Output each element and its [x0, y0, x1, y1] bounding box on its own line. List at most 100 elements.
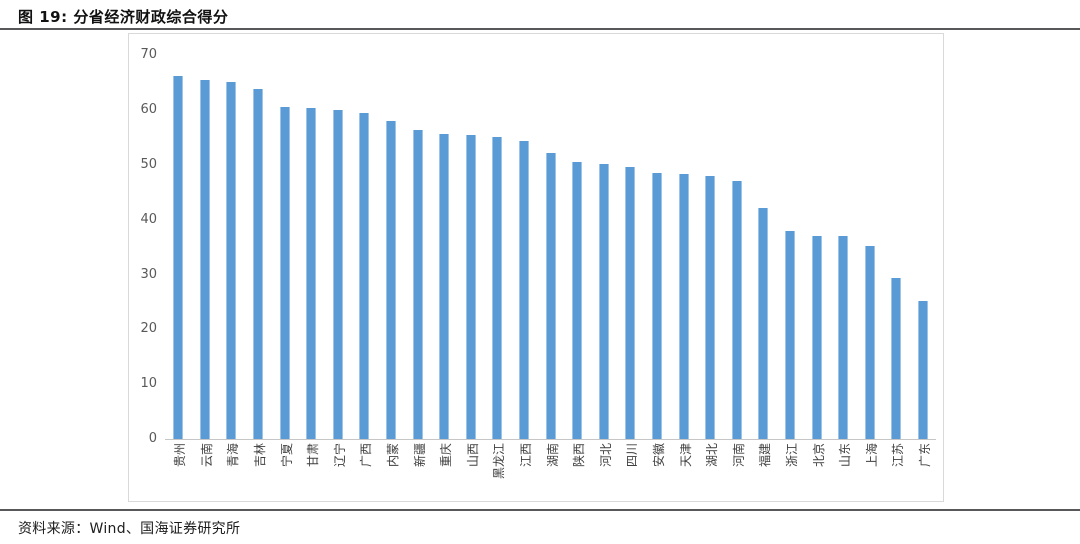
bar-slot [750, 34, 777, 439]
bar-slot [723, 34, 750, 439]
x-tick-label: 上海 [864, 443, 879, 468]
bar [173, 75, 184, 439]
bar [386, 121, 397, 439]
bar-slot [591, 34, 618, 439]
x-tick-cell: 天津 [670, 441, 697, 499]
bar [758, 207, 769, 439]
bar-slot [777, 34, 804, 439]
bar-slot [564, 34, 591, 439]
y-tick-label: 10 [140, 376, 157, 392]
bar-slot [192, 34, 219, 439]
bar-slot [245, 34, 272, 439]
x-tick-label: 宁夏 [279, 443, 294, 468]
bar [359, 113, 370, 439]
bar-slot [298, 34, 325, 439]
bar [678, 173, 689, 439]
bar-slot [697, 34, 724, 439]
bar-slot [218, 34, 245, 439]
x-tick-cell: 黑龙江 [484, 441, 511, 499]
bar [465, 135, 476, 439]
x-tick-label: 河南 [731, 443, 746, 468]
x-tick-label: 内蒙 [386, 443, 401, 468]
x-tick-label: 黑龙江 [492, 443, 507, 480]
bar [226, 82, 237, 439]
bar-slot [803, 34, 830, 439]
x-tick-label: 山东 [838, 443, 853, 468]
x-tick-label: 辽宁 [332, 443, 347, 468]
bar [492, 137, 503, 439]
x-tick-cell: 河南 [723, 441, 750, 499]
bar [412, 129, 423, 439]
x-tick-cell: 广东 [910, 441, 937, 499]
x-tick-cell: 浙江 [777, 441, 804, 499]
x-tick-label: 青海 [226, 443, 241, 468]
bar-slot [910, 34, 937, 439]
bar [519, 140, 530, 439]
x-tick-cell: 湖北 [697, 441, 724, 499]
x-tick-cell: 青海 [218, 441, 245, 499]
x-tick-cell: 陕西 [564, 441, 591, 499]
y-tick-label: 60 [140, 102, 157, 118]
x-tick-label: 北京 [811, 443, 826, 468]
bar [784, 231, 795, 439]
x-tick-cell: 吉林 [245, 441, 272, 499]
x-tick-cell: 江苏 [883, 441, 910, 499]
bar [279, 106, 290, 439]
x-tick-label: 河北 [598, 443, 613, 468]
x-tick-label: 浙江 [784, 443, 799, 468]
bar-slot [511, 34, 538, 439]
bar [332, 110, 343, 439]
x-tick-cell: 湖南 [537, 441, 564, 499]
x-tick-label: 湖北 [705, 443, 720, 468]
bar [811, 235, 822, 439]
bar [253, 88, 264, 439]
bottom-divider [0, 509, 1080, 511]
y-tick-label: 20 [140, 321, 157, 337]
x-axis-labels: 贵州 云南 青海 吉林 宁夏 甘肃 辽宁 广西 内蒙 新疆 重庆 山西 黑龙江 江西 湖南 陕西 河北 四川 安徽天… [165, 441, 936, 499]
y-tick-label: 50 [140, 156, 157, 172]
bar-slot [458, 34, 485, 439]
bar [625, 167, 636, 439]
x-tick-label: 江西 [519, 443, 534, 468]
x-tick-label: 四川 [625, 443, 640, 468]
x-tick-cell: 贵州 [165, 441, 192, 499]
bar-slot [856, 34, 883, 439]
bar-chart: 0 10 20 30 40 50 60 70 贵州 云南 青海 吉林 宁夏 甘肃 辽宁 广西 内蒙 新疆 重庆 山西… [128, 33, 944, 502]
x-tick-cell: 北京 [803, 441, 830, 499]
bar [891, 277, 902, 439]
x-tick-cell: 安徽 [644, 441, 671, 499]
bar [598, 164, 609, 439]
x-tick-label: 安徽 [651, 443, 666, 468]
bar-slot [484, 34, 511, 439]
x-tick-cell: 福建 [750, 441, 777, 499]
x-tick-label: 湖南 [545, 443, 560, 468]
x-tick-label: 新疆 [412, 443, 427, 468]
x-tick-label: 山西 [465, 443, 480, 468]
x-tick-cell: 云南 [192, 441, 219, 499]
y-tick-label: 70 [140, 47, 157, 63]
x-tick-cell: 河北 [591, 441, 618, 499]
bar-slot [165, 34, 192, 439]
bar [545, 153, 556, 439]
x-tick-cell: 四川 [617, 441, 644, 499]
y-tick-label: 40 [140, 211, 157, 227]
bar-slot [404, 34, 431, 439]
bar-slot [644, 34, 671, 439]
bar-slot [431, 34, 458, 439]
x-tick-label: 重庆 [439, 443, 454, 468]
bar-slot [325, 34, 352, 439]
bar-slot [670, 34, 697, 439]
x-tick-cell: 甘肃 [298, 441, 325, 499]
bar-slot [883, 34, 910, 439]
top-divider [0, 28, 1080, 30]
x-tick-cell: 山东 [830, 441, 857, 499]
bar [439, 133, 450, 439]
x-tick-label: 天津 [678, 443, 693, 468]
x-tick-cell: 广西 [351, 441, 378, 499]
x-tick-label: 甘肃 [306, 443, 321, 468]
x-tick-cell: 江西 [511, 441, 538, 499]
x-tick-label: 吉林 [253, 443, 268, 468]
x-tick-label: 贵州 [173, 443, 188, 468]
bar-slot [378, 34, 405, 439]
x-tick-cell: 内蒙 [378, 441, 405, 499]
